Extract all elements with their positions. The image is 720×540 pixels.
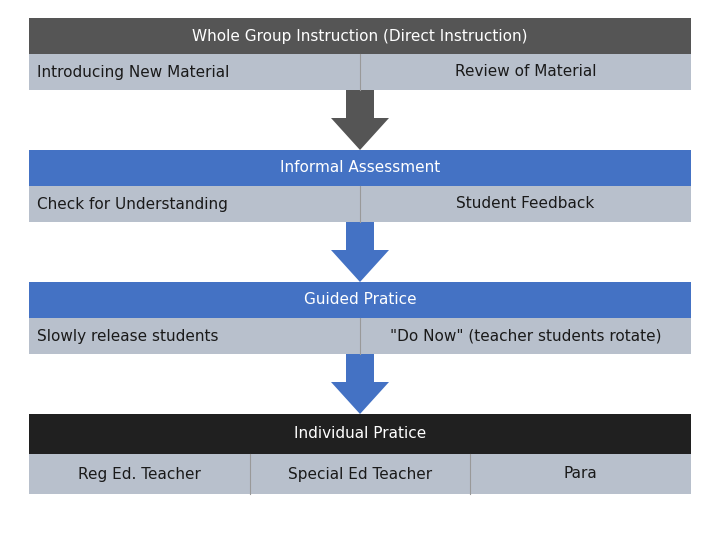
Text: Guided Pratice: Guided Pratice	[304, 293, 416, 307]
Bar	[346, 90, 374, 118]
Polygon shape	[331, 382, 389, 414]
Text: Introducing New Material: Introducing New Material	[37, 64, 229, 79]
Text: Slowly release students: Slowly release students	[37, 328, 218, 343]
Bar	[346, 354, 374, 382]
Polygon shape	[331, 118, 389, 150]
Text: "Do Now" (teacher students rotate): "Do Now" (teacher students rotate)	[390, 328, 662, 343]
Bar	[29, 414, 691, 454]
Bar	[29, 454, 691, 494]
Bar	[346, 222, 374, 250]
Bar	[29, 150, 691, 186]
Polygon shape	[331, 250, 389, 282]
Text: Whole Group Instruction (Direct Instruction): Whole Group Instruction (Direct Instruct…	[192, 29, 528, 44]
Bar	[29, 186, 691, 222]
Text: Informal Assessment: Informal Assessment	[280, 160, 440, 176]
Text: Student Feedback: Student Feedback	[456, 197, 595, 212]
Text: Reg Ed. Teacher: Reg Ed. Teacher	[78, 467, 201, 482]
Bar	[29, 318, 691, 354]
Text: Check for Understanding: Check for Understanding	[37, 197, 228, 212]
Text: Special Ed Teacher: Special Ed Teacher	[288, 467, 432, 482]
Text: Review of Material: Review of Material	[455, 64, 596, 79]
Bar	[29, 282, 691, 318]
Text: Para: Para	[564, 467, 598, 482]
Bar	[29, 54, 691, 90]
Bar	[29, 18, 691, 54]
Text: Individual Pratice: Individual Pratice	[294, 427, 426, 442]
